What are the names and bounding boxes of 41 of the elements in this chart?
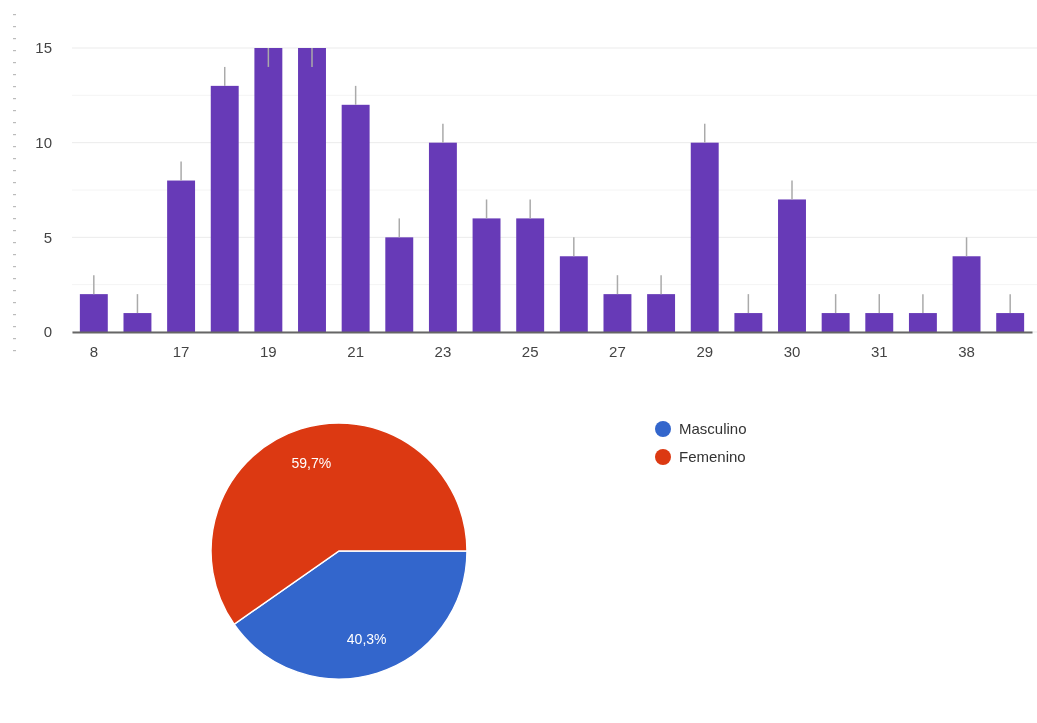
x-tick-label: 31 [870, 342, 888, 360]
bar [428, 142, 457, 332]
bar [210, 85, 239, 332]
bar [123, 313, 152, 332]
bar [516, 218, 545, 332]
x-tick-label: 25 [521, 342, 539, 360]
bar [647, 294, 676, 332]
bar [952, 256, 981, 332]
data-label: 40,3% [346, 630, 387, 647]
y-tick-label: 10 [35, 133, 52, 151]
y-tick-label: 5 [43, 228, 52, 246]
x-tick-label: 23 [434, 342, 452, 360]
bar [821, 313, 850, 332]
bar [996, 313, 1025, 332]
bar [298, 48, 326, 332]
legend-label: Femenino [679, 448, 746, 466]
y-tick-label: 15 [35, 39, 52, 57]
x-tick-label: 27 [609, 342, 626, 360]
bar [734, 313, 763, 332]
data-label: 59,7% [291, 454, 332, 471]
bar [472, 218, 501, 332]
x-tick-label: 29 [696, 342, 714, 360]
y-tick-label: 0 [43, 323, 52, 341]
bar [559, 256, 588, 332]
bar [254, 48, 283, 332]
x-tick-label: 17 [172, 342, 190, 360]
bar [908, 313, 937, 332]
bar [865, 313, 894, 332]
bar [341, 104, 370, 332]
x-tick-label: 8 [89, 342, 98, 360]
legend-label: Masculino [679, 420, 747, 438]
bar [778, 199, 806, 332]
x-tick-label: 21 [347, 342, 364, 360]
bar [385, 237, 414, 332]
x-tick-label: 38 [958, 342, 975, 360]
bar [79, 294, 108, 332]
bar [167, 180, 196, 332]
x-tick-label: 30 [783, 342, 801, 360]
bar [603, 294, 632, 332]
bar [690, 142, 719, 332]
x-tick-label: 19 [260, 342, 277, 360]
